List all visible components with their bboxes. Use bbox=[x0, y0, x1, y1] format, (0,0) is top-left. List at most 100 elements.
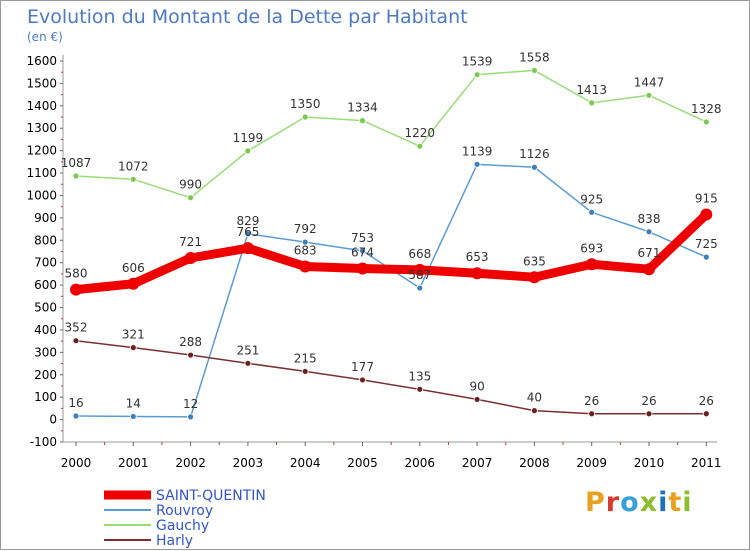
logo-letter: x bbox=[639, 487, 659, 518]
logo-letter: P bbox=[585, 487, 606, 518]
data-label-harly: 177 bbox=[351, 360, 374, 374]
series-line-saint-quentin bbox=[71, 210, 711, 295]
data-label-rouvroy: 14 bbox=[126, 396, 141, 410]
data-point-gauchy bbox=[244, 147, 252, 155]
y-tick-label: 800 bbox=[34, 233, 57, 247]
y-tick-label: 200 bbox=[34, 368, 57, 382]
data-label-harly: 135 bbox=[408, 369, 431, 383]
data-point-saint-quentin bbox=[241, 242, 254, 255]
logo-letter: r bbox=[605, 487, 621, 518]
proxiti-logo: Proxiti bbox=[585, 487, 693, 518]
data-label-rouvroy: 792 bbox=[294, 222, 317, 236]
y-tick-label: 700 bbox=[34, 256, 57, 270]
data-point-saint-quentin bbox=[127, 277, 140, 290]
data-label-harly: 288 bbox=[179, 335, 202, 349]
data-point-rouvroy bbox=[645, 228, 653, 236]
series-line-gauchy bbox=[75, 69, 708, 199]
y-tick-label: 100 bbox=[34, 390, 57, 404]
data-point-harly bbox=[702, 410, 710, 418]
data-label-gauchy: 1350 bbox=[290, 97, 321, 111]
data-point-saint-quentin bbox=[700, 208, 713, 221]
y-tick-label: -100 bbox=[30, 435, 57, 449]
data-label-saint-quentin: 580 bbox=[65, 267, 88, 281]
data-label-rouvroy: 925 bbox=[580, 192, 603, 206]
data-point-gauchy bbox=[359, 117, 366, 125]
axes: -100 0 100 200 300 400 500 600 700 800 900 1000 1100… bbox=[26, 54, 721, 470]
data-label-gauchy: 1087 bbox=[61, 156, 92, 170]
x-tick-label: 2002 bbox=[175, 456, 206, 470]
y-tick-label: 1300 bbox=[26, 121, 57, 135]
data-point-harly bbox=[301, 368, 309, 375]
data-point-gauchy bbox=[416, 142, 424, 150]
data-label-saint-quentin: 668 bbox=[408, 247, 431, 261]
data-label-rouvroy: 838 bbox=[638, 212, 661, 226]
y-tick-label: 900 bbox=[34, 211, 57, 225]
data-point-rouvroy bbox=[416, 284, 424, 292]
y-tick-label: 1500 bbox=[26, 76, 57, 90]
data-label-gauchy: 1199 bbox=[233, 131, 264, 145]
data-point-saint-quentin bbox=[471, 267, 484, 280]
data-label-rouvroy: 12 bbox=[183, 397, 198, 411]
data-point-harly bbox=[645, 410, 653, 418]
y-tick-label: 500 bbox=[34, 301, 57, 315]
data-point-rouvroy bbox=[187, 413, 195, 421]
data-point-harly bbox=[588, 410, 596, 418]
legend-label-rouvroy: Rouvroy bbox=[156, 503, 213, 519]
x-tick-label: 2003 bbox=[233, 456, 264, 470]
data-label-gauchy: 1558 bbox=[519, 50, 550, 64]
data-point-gauchy bbox=[531, 67, 538, 74]
data-label-saint-quentin: 915 bbox=[695, 192, 718, 206]
x-tick-label: 2008 bbox=[519, 456, 550, 470]
x-tick-label: 2004 bbox=[290, 456, 321, 470]
data-point-harly bbox=[359, 376, 366, 384]
data-label-rouvroy: 16 bbox=[68, 396, 83, 410]
data-label-gauchy: 1334 bbox=[347, 101, 378, 115]
data-point-gauchy bbox=[702, 118, 710, 126]
data-point-saint-quentin bbox=[299, 260, 312, 273]
data-point-harly bbox=[473, 396, 481, 403]
data-point-harly bbox=[72, 337, 80, 345]
legend-label-gauchy: Gauchy bbox=[156, 518, 209, 534]
data-point-rouvroy bbox=[473, 160, 481, 168]
data-label-saint-quentin: 721 bbox=[179, 235, 202, 249]
data-label-saint-quentin: 635 bbox=[523, 254, 546, 268]
data-label-saint-quentin: 683 bbox=[294, 244, 317, 258]
data-point-gauchy bbox=[129, 175, 137, 183]
data-label-harly: 26 bbox=[699, 394, 714, 408]
data-label-gauchy: 1413 bbox=[576, 83, 607, 97]
data-point-gauchy bbox=[588, 99, 596, 107]
data-label-harly: 352 bbox=[65, 321, 88, 335]
series-line-rouvroy bbox=[75, 163, 708, 418]
data-point-harly bbox=[531, 407, 538, 415]
data-point-gauchy bbox=[301, 113, 309, 121]
logo-letter: t bbox=[668, 487, 683, 518]
y-tick-label: 1200 bbox=[26, 144, 57, 158]
data-label-saint-quentin: 674 bbox=[351, 246, 374, 260]
data-point-gauchy bbox=[473, 71, 481, 79]
data-point-saint-quentin bbox=[643, 263, 655, 276]
data-point-harly bbox=[129, 344, 137, 352]
logo-letter: i bbox=[682, 487, 693, 518]
data-point-harly bbox=[416, 385, 424, 393]
data-label-rouvroy: 829 bbox=[236, 214, 259, 228]
y-tick-label: 300 bbox=[34, 345, 57, 359]
data-labels-layer: 16 14 12 829 792 753 587 1139 1126 925 838 725 1087 1… bbox=[61, 50, 722, 410]
chart-subtitle: (en €) bbox=[27, 30, 63, 44]
y-tick-label: 600 bbox=[34, 278, 57, 292]
y-tick-label: 1400 bbox=[26, 99, 57, 113]
data-point-rouvroy bbox=[244, 230, 252, 238]
data-label-gauchy: 1539 bbox=[462, 55, 493, 69]
data-point-rouvroy bbox=[702, 253, 710, 261]
data-label-saint-quentin: 693 bbox=[580, 241, 603, 255]
data-label-saint-quentin: 653 bbox=[466, 250, 489, 264]
data-point-rouvroy bbox=[531, 163, 538, 171]
y-tick-label: 400 bbox=[34, 323, 57, 337]
data-point-gauchy bbox=[187, 194, 195, 202]
data-label-harly: 90 bbox=[469, 379, 484, 393]
data-point-rouvroy bbox=[129, 413, 137, 420]
y-tick-label: 1600 bbox=[26, 54, 57, 68]
data-point-rouvroy bbox=[72, 412, 80, 420]
legend-label-saint-quentin: SAINT-QUENTIN bbox=[156, 488, 266, 504]
data-label-rouvroy: 1139 bbox=[462, 144, 493, 158]
